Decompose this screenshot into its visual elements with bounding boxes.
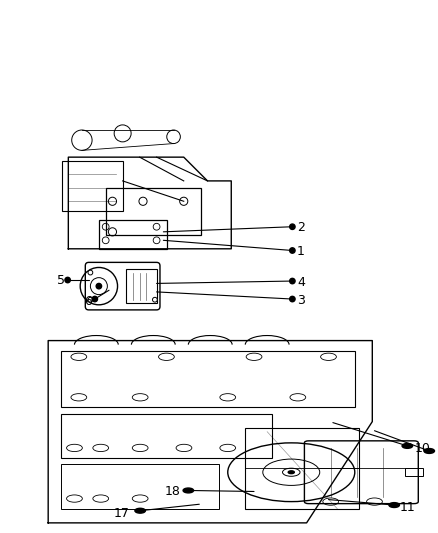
Text: 4: 4	[297, 276, 305, 288]
Circle shape	[290, 296, 295, 302]
Circle shape	[183, 488, 194, 493]
Circle shape	[389, 503, 399, 507]
Circle shape	[96, 284, 102, 289]
Circle shape	[290, 248, 295, 253]
Circle shape	[288, 471, 294, 474]
Circle shape	[290, 278, 295, 284]
Text: 10: 10	[415, 442, 431, 455]
Bar	[99, 220, 167, 249]
Text: 6: 6	[84, 295, 92, 308]
Text: 5: 5	[57, 273, 65, 287]
Circle shape	[402, 443, 413, 448]
Circle shape	[424, 449, 434, 454]
Circle shape	[65, 277, 71, 282]
Bar	[106, 188, 201, 235]
Text: 17: 17	[114, 507, 130, 520]
Circle shape	[135, 508, 145, 513]
Circle shape	[290, 224, 295, 229]
Text: 16: 16	[437, 448, 438, 461]
Bar	[405, 468, 423, 477]
Text: 18: 18	[165, 485, 181, 498]
Bar	[126, 269, 156, 303]
Text: 11: 11	[399, 501, 415, 514]
Circle shape	[152, 297, 157, 302]
Text: 1: 1	[297, 245, 305, 258]
Bar	[61, 464, 219, 508]
Circle shape	[88, 297, 93, 302]
Circle shape	[92, 296, 98, 302]
Bar	[61, 160, 123, 212]
Bar	[61, 351, 355, 407]
Text: 3: 3	[297, 294, 305, 306]
Text: 2: 2	[297, 221, 305, 234]
Bar	[245, 427, 359, 508]
Bar	[61, 414, 272, 458]
Circle shape	[88, 270, 93, 275]
